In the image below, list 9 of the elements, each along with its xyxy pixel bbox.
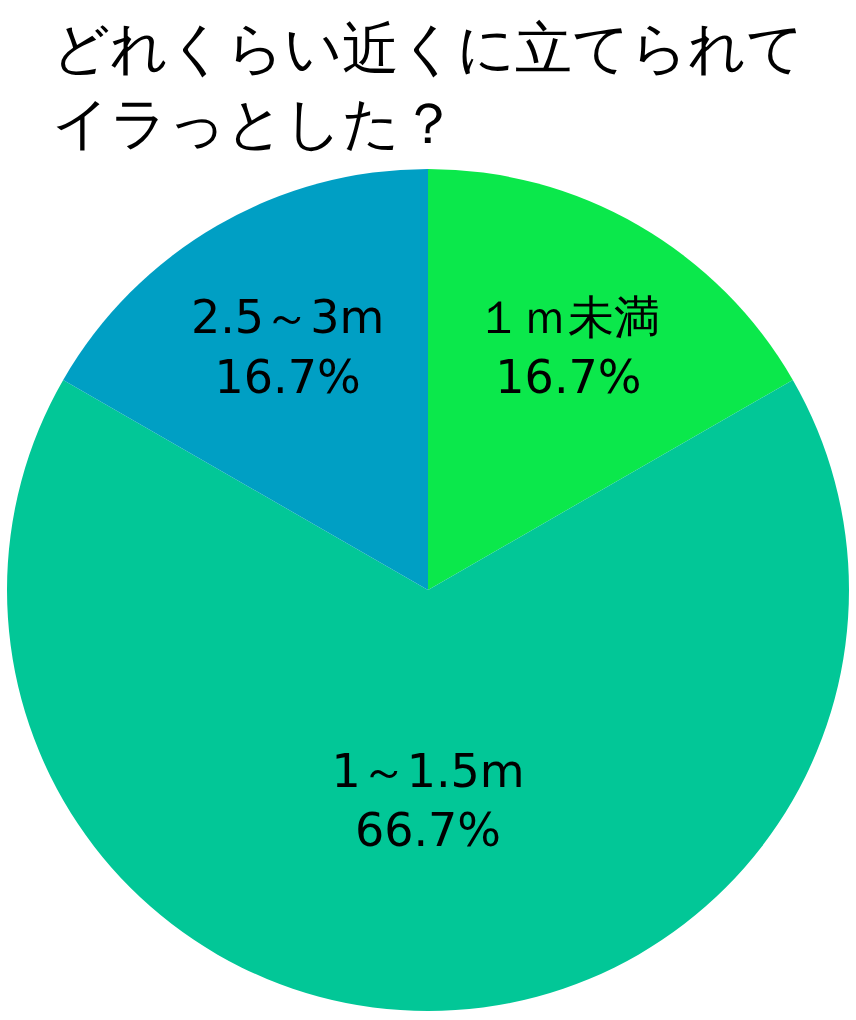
data-label: 16.7% bbox=[214, 349, 361, 404]
pie-slice bbox=[63, 169, 428, 590]
slice-label: １ｍ未満 bbox=[476, 290, 661, 345]
data-label: 16.7% bbox=[495, 349, 642, 404]
chart-title: どれくらい近くに立てられてイラっとした？ bbox=[52, 15, 804, 156]
slice-label: 1～1.5m bbox=[331, 743, 525, 798]
pie-slice bbox=[428, 169, 793, 590]
data-label: 66.7% bbox=[354, 803, 502, 858]
slice-label: 2.5～3m bbox=[190, 290, 385, 345]
